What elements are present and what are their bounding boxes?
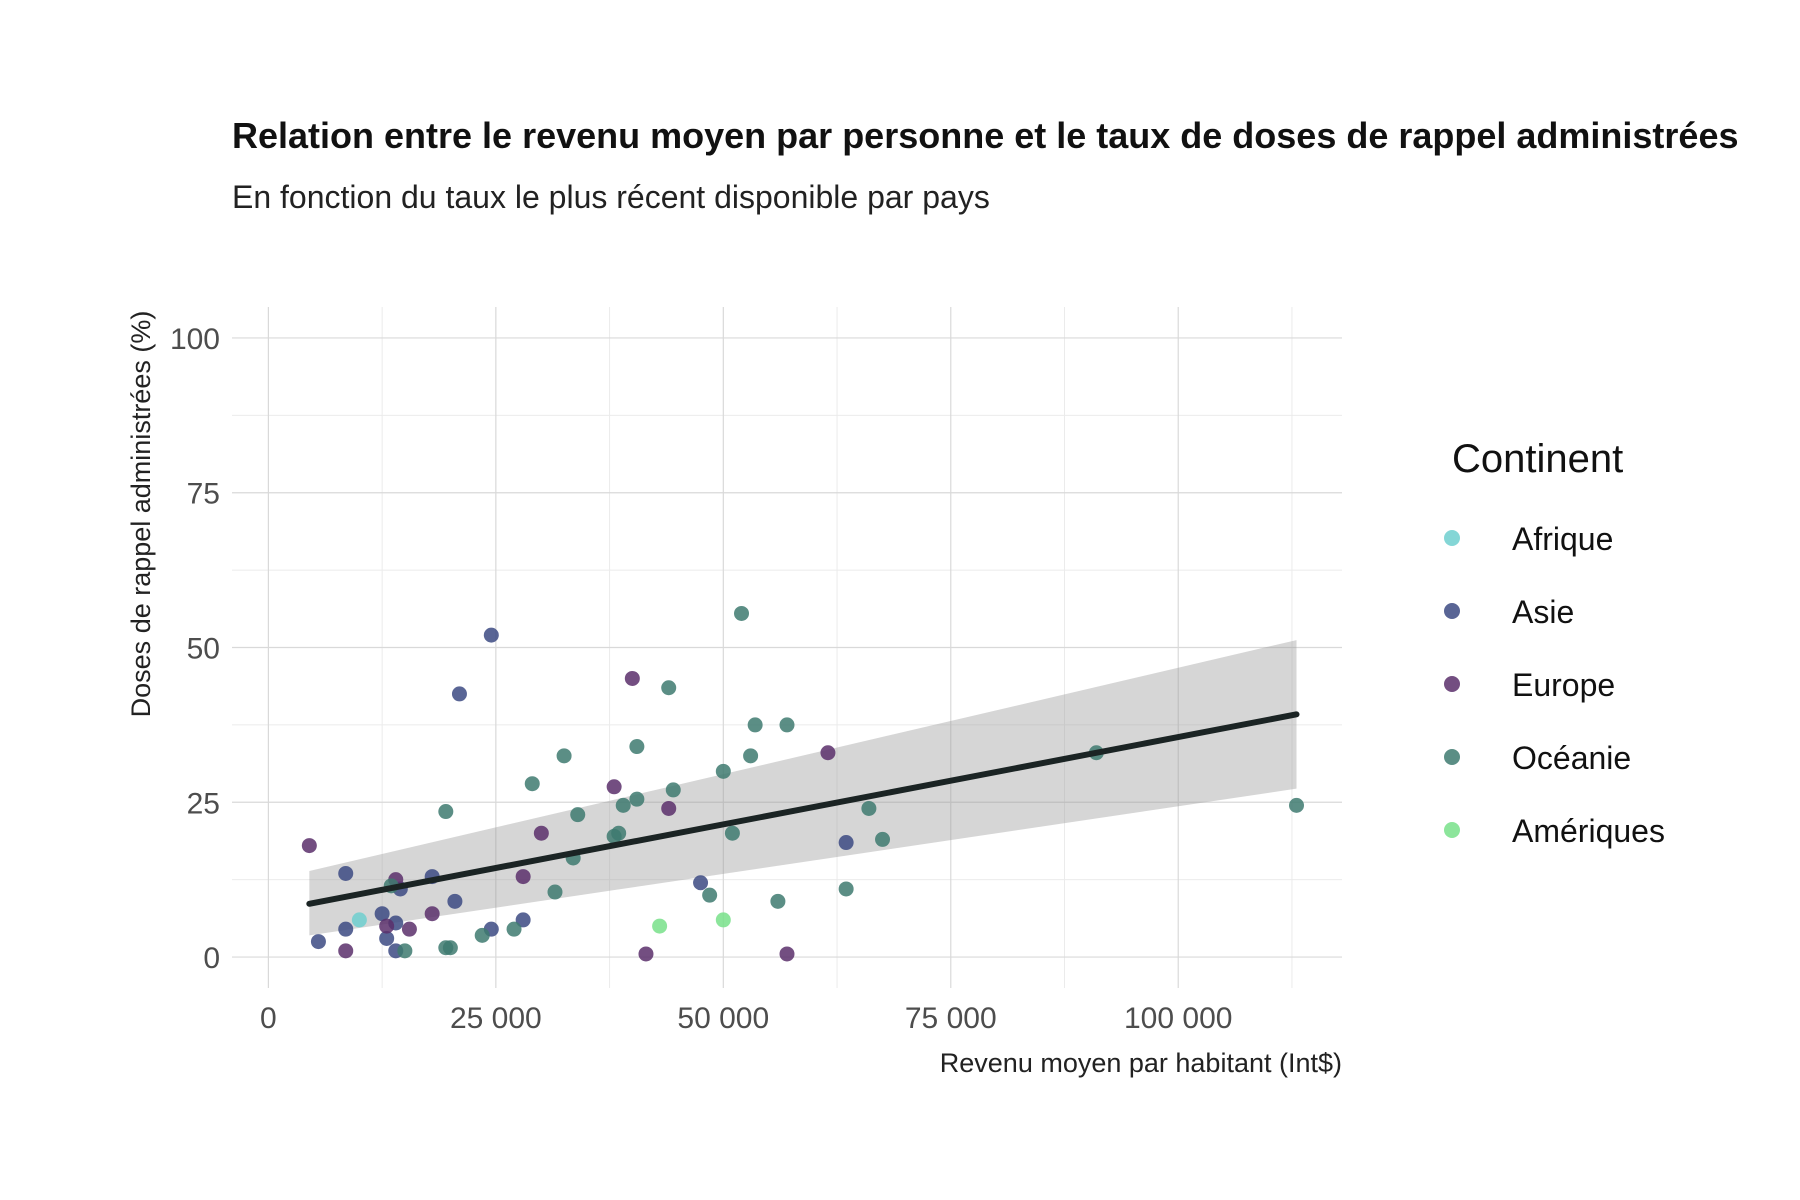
y-axis-label: Doses de rappel administrées (%)	[126, 311, 156, 718]
data-point-europe	[606, 779, 622, 795]
data-point-oceanie	[629, 791, 645, 807]
data-point-oceanie	[615, 797, 631, 813]
data-point-oceanie	[506, 921, 522, 937]
data-point-afrique	[351, 912, 367, 928]
data-point-oceanie	[665, 782, 681, 798]
data-point-europe	[379, 918, 395, 934]
data-point-europe	[515, 869, 531, 885]
data-point-asie	[838, 835, 854, 851]
data-point-oceanie	[1289, 797, 1305, 813]
data-point-oceanie	[438, 804, 454, 820]
data-point-oceanie	[715, 763, 731, 779]
data-point-oceanie	[724, 825, 740, 841]
data-point-asie	[374, 906, 390, 922]
chart-title: Relation entre le revenu moyen par perso…	[232, 115, 1739, 156]
data-point-oceanie	[442, 940, 458, 956]
legend-label: Afrique	[1512, 521, 1613, 557]
legend-swatch	[1444, 822, 1460, 838]
data-point-europe	[820, 745, 836, 761]
confidence-band	[309, 640, 1297, 936]
data-point-oceanie	[875, 831, 891, 847]
data-point-oceanie	[547, 884, 563, 900]
data-point-asie	[338, 921, 354, 937]
legend-entries: Afrique Asie Europe Océanie Amériques	[1444, 521, 1665, 849]
trend-line-group	[306, 711, 1300, 907]
legend: Continent Afrique Asie Europe Océanie Amériq…	[1444, 437, 1665, 849]
legend-swatch	[1444, 676, 1460, 692]
data-point-oceanie	[838, 881, 854, 897]
legend-title: Continent	[1452, 437, 1623, 481]
y-tick-label: 75	[187, 478, 220, 511]
confidence-band-group	[309, 640, 1297, 936]
legend-label: Asie	[1512, 594, 1574, 630]
legend-entry: Asie	[1444, 594, 1574, 630]
y-tick-label: 100	[170, 323, 220, 356]
legend-entry: Océanie	[1444, 740, 1631, 776]
y-tick-label: 50	[187, 633, 220, 666]
data-point-asie	[338, 865, 354, 881]
scatter-points	[301, 605, 1305, 962]
x-tick-label: 100 000	[1124, 1002, 1232, 1035]
data-point-oceanie	[397, 943, 413, 959]
legend-label: Océanie	[1512, 740, 1631, 776]
data-point-europe	[624, 670, 640, 686]
data-point-asie	[310, 934, 326, 950]
data-point-oceanie	[702, 887, 718, 903]
data-point-europe	[401, 921, 417, 937]
data-point-asie	[515, 912, 531, 928]
data-point-oceanie	[747, 717, 763, 733]
data-point-oceanie	[524, 776, 540, 792]
legend-swatch	[1444, 530, 1460, 546]
x-axis-label: Revenu moyen par habitant (Int$)	[940, 1048, 1342, 1078]
trend-line	[306, 711, 1300, 907]
data-point-oceanie	[556, 748, 572, 764]
data-point-europe	[301, 838, 317, 854]
data-point-europe	[338, 943, 354, 959]
y-tick-label: 25	[187, 787, 220, 820]
data-point-oceanie	[743, 748, 759, 764]
y-tick-label: 0	[203, 942, 220, 975]
x-tick-label: 75 000	[905, 1002, 997, 1035]
data-point-asie	[483, 627, 499, 643]
legend-entry: Amériques	[1444, 813, 1665, 849]
data-point-europe	[533, 825, 549, 841]
data-point-asie	[379, 930, 395, 946]
data-point-oceanie	[611, 825, 627, 841]
data-point-asie	[447, 893, 463, 909]
chart-subtitle: En fonction du taux le plus récent dispo…	[232, 179, 990, 215]
x-tick-label: 25 000	[450, 1002, 542, 1035]
data-point-oceanie	[474, 927, 490, 943]
data-point-ameriques	[652, 918, 668, 934]
grid	[232, 307, 1342, 988]
data-point-oceanie	[861, 800, 877, 816]
data-point-oceanie	[629, 739, 645, 755]
data-point-asie	[451, 686, 467, 702]
x-tick-label: 0	[260, 1002, 277, 1035]
y-axis-ticks: 0 25 50 75 100	[170, 323, 220, 975]
legend-label: Europe	[1512, 667, 1615, 703]
data-point-europe	[638, 946, 654, 962]
legend-entry: Afrique	[1444, 521, 1613, 557]
legend-label: Amériques	[1512, 813, 1665, 849]
data-point-oceanie	[570, 807, 586, 823]
data-point-oceanie	[661, 680, 677, 696]
data-point-europe	[779, 946, 795, 962]
data-point-oceanie	[770, 893, 786, 909]
x-tick-label: 50 000	[677, 1002, 769, 1035]
data-point-ameriques	[715, 912, 731, 928]
data-point-oceanie	[779, 717, 795, 733]
data-point-oceanie	[734, 605, 750, 621]
legend-swatch	[1444, 603, 1460, 619]
legend-entry: Europe	[1444, 667, 1615, 703]
data-point-asie	[693, 875, 709, 891]
data-point-europe	[661, 800, 677, 816]
x-axis-ticks: 0 25 000 50 000 75 000 100 000	[260, 1002, 1232, 1035]
data-point-europe	[424, 906, 440, 922]
legend-swatch	[1444, 749, 1460, 765]
